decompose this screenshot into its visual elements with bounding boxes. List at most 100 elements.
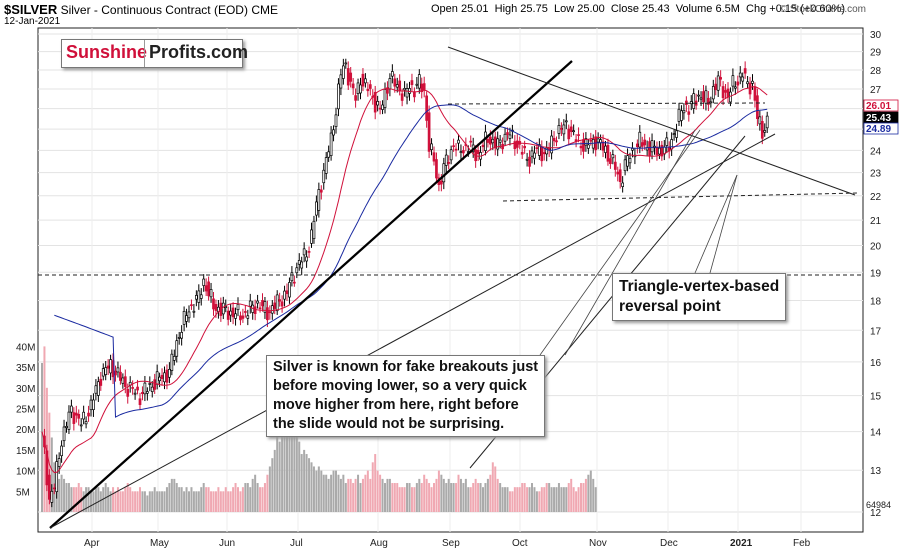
candle-body <box>143 382 147 395</box>
volume-bar <box>433 483 435 512</box>
volume-bar <box>437 470 440 512</box>
candle-body <box>391 71 394 77</box>
candle-body <box>185 315 188 322</box>
volume-value: Volume 6.5M <box>675 3 740 15</box>
price-tick-label: 19 <box>870 268 882 279</box>
volume-bar <box>148 491 151 512</box>
candle-body <box>493 136 497 149</box>
candle-body <box>244 311 247 313</box>
candle-body <box>537 144 541 156</box>
volume-bar <box>303 449 306 512</box>
volume-bar <box>592 478 595 512</box>
volume-bar <box>347 478 350 512</box>
volume-bar <box>406 483 409 512</box>
candle-body <box>726 88 730 98</box>
candle-body <box>413 91 416 98</box>
candle-body <box>349 72 353 82</box>
date-tick-label: Oct <box>512 538 528 549</box>
volume-bar <box>141 491 144 512</box>
volume-tick-label: 5M <box>16 487 30 498</box>
volume-bar <box>553 487 556 512</box>
volume-bar <box>366 470 369 512</box>
volume-bar <box>317 466 320 512</box>
volume-bar <box>175 483 178 512</box>
volume-bar <box>256 483 259 512</box>
candle-body <box>214 304 218 311</box>
candle-body <box>221 302 225 315</box>
candle-body <box>486 139 490 143</box>
candle-body <box>204 285 208 292</box>
volume-bar <box>467 487 470 512</box>
date-tick-label: Nov <box>589 538 607 549</box>
candle-body <box>635 143 639 147</box>
price-tick-label: 15 <box>870 392 882 403</box>
candle-body <box>704 90 708 104</box>
volume-bar <box>227 491 230 512</box>
volume-bar <box>339 478 342 512</box>
volume-bar <box>442 478 445 512</box>
candle-body <box>62 426 66 442</box>
volume-bar <box>58 478 61 512</box>
candle-body <box>92 399 95 410</box>
triangle-top-dashed <box>447 102 766 105</box>
candle-body <box>415 83 419 86</box>
volume-bar <box>335 470 337 512</box>
candle-body <box>246 315 250 319</box>
candle-body <box>515 140 519 148</box>
volume-bar <box>535 491 538 512</box>
volume-bar <box>577 487 580 512</box>
volume-bar <box>192 491 195 512</box>
candle-body <box>626 155 629 167</box>
candle-body <box>557 125 561 134</box>
candle-body <box>447 162 451 164</box>
volume-bar <box>452 483 455 512</box>
candle-body <box>660 144 664 157</box>
volume-bar <box>557 483 560 512</box>
candle-body <box>498 139 502 143</box>
chart-date: 12-Jan-2021 <box>4 16 61 27</box>
candle-body <box>670 139 674 150</box>
candle-body <box>195 295 198 300</box>
open-value: Open 25.01 <box>431 3 489 15</box>
candle-body <box>133 392 137 395</box>
volume-bar <box>67 483 70 512</box>
candle-body <box>621 182 625 187</box>
volume-bar <box>420 483 423 512</box>
volume-bar <box>332 470 335 512</box>
candle-body <box>136 386 139 391</box>
candle-body <box>329 132 333 156</box>
candle-body <box>364 78 367 84</box>
volume-bar <box>384 483 386 512</box>
candle-body <box>226 310 230 320</box>
volume-bar <box>398 487 401 512</box>
volume-bar <box>197 491 200 512</box>
volume-bar <box>459 478 462 512</box>
candle-body <box>239 315 242 321</box>
volume-bar <box>163 491 166 512</box>
volume-bar <box>288 387 291 512</box>
candle-body <box>307 251 311 253</box>
volume-last-label: 64984 <box>866 500 891 510</box>
candle-body <box>121 377 125 384</box>
volume-bar <box>462 483 465 512</box>
candle-body <box>280 301 284 307</box>
candle-body <box>643 139 647 146</box>
vertex-pointer-line <box>694 174 738 274</box>
volume-bar <box>450 483 453 512</box>
volume-bar <box>134 491 137 512</box>
volume-bar <box>342 474 345 512</box>
volume-bar <box>469 487 472 512</box>
candle-body <box>278 299 281 302</box>
volume-bar <box>202 483 205 512</box>
candle-body <box>163 372 166 383</box>
candle-body <box>403 88 406 91</box>
candle-body <box>168 369 171 378</box>
volume-bar <box>139 487 141 512</box>
volume-bar <box>425 478 428 512</box>
volume-bar <box>143 491 146 512</box>
candle-body <box>393 78 397 87</box>
volume-bar <box>290 404 293 512</box>
date-tick-label: Jun <box>219 538 235 549</box>
volume-bar <box>521 483 524 512</box>
volume-bar <box>508 491 511 512</box>
